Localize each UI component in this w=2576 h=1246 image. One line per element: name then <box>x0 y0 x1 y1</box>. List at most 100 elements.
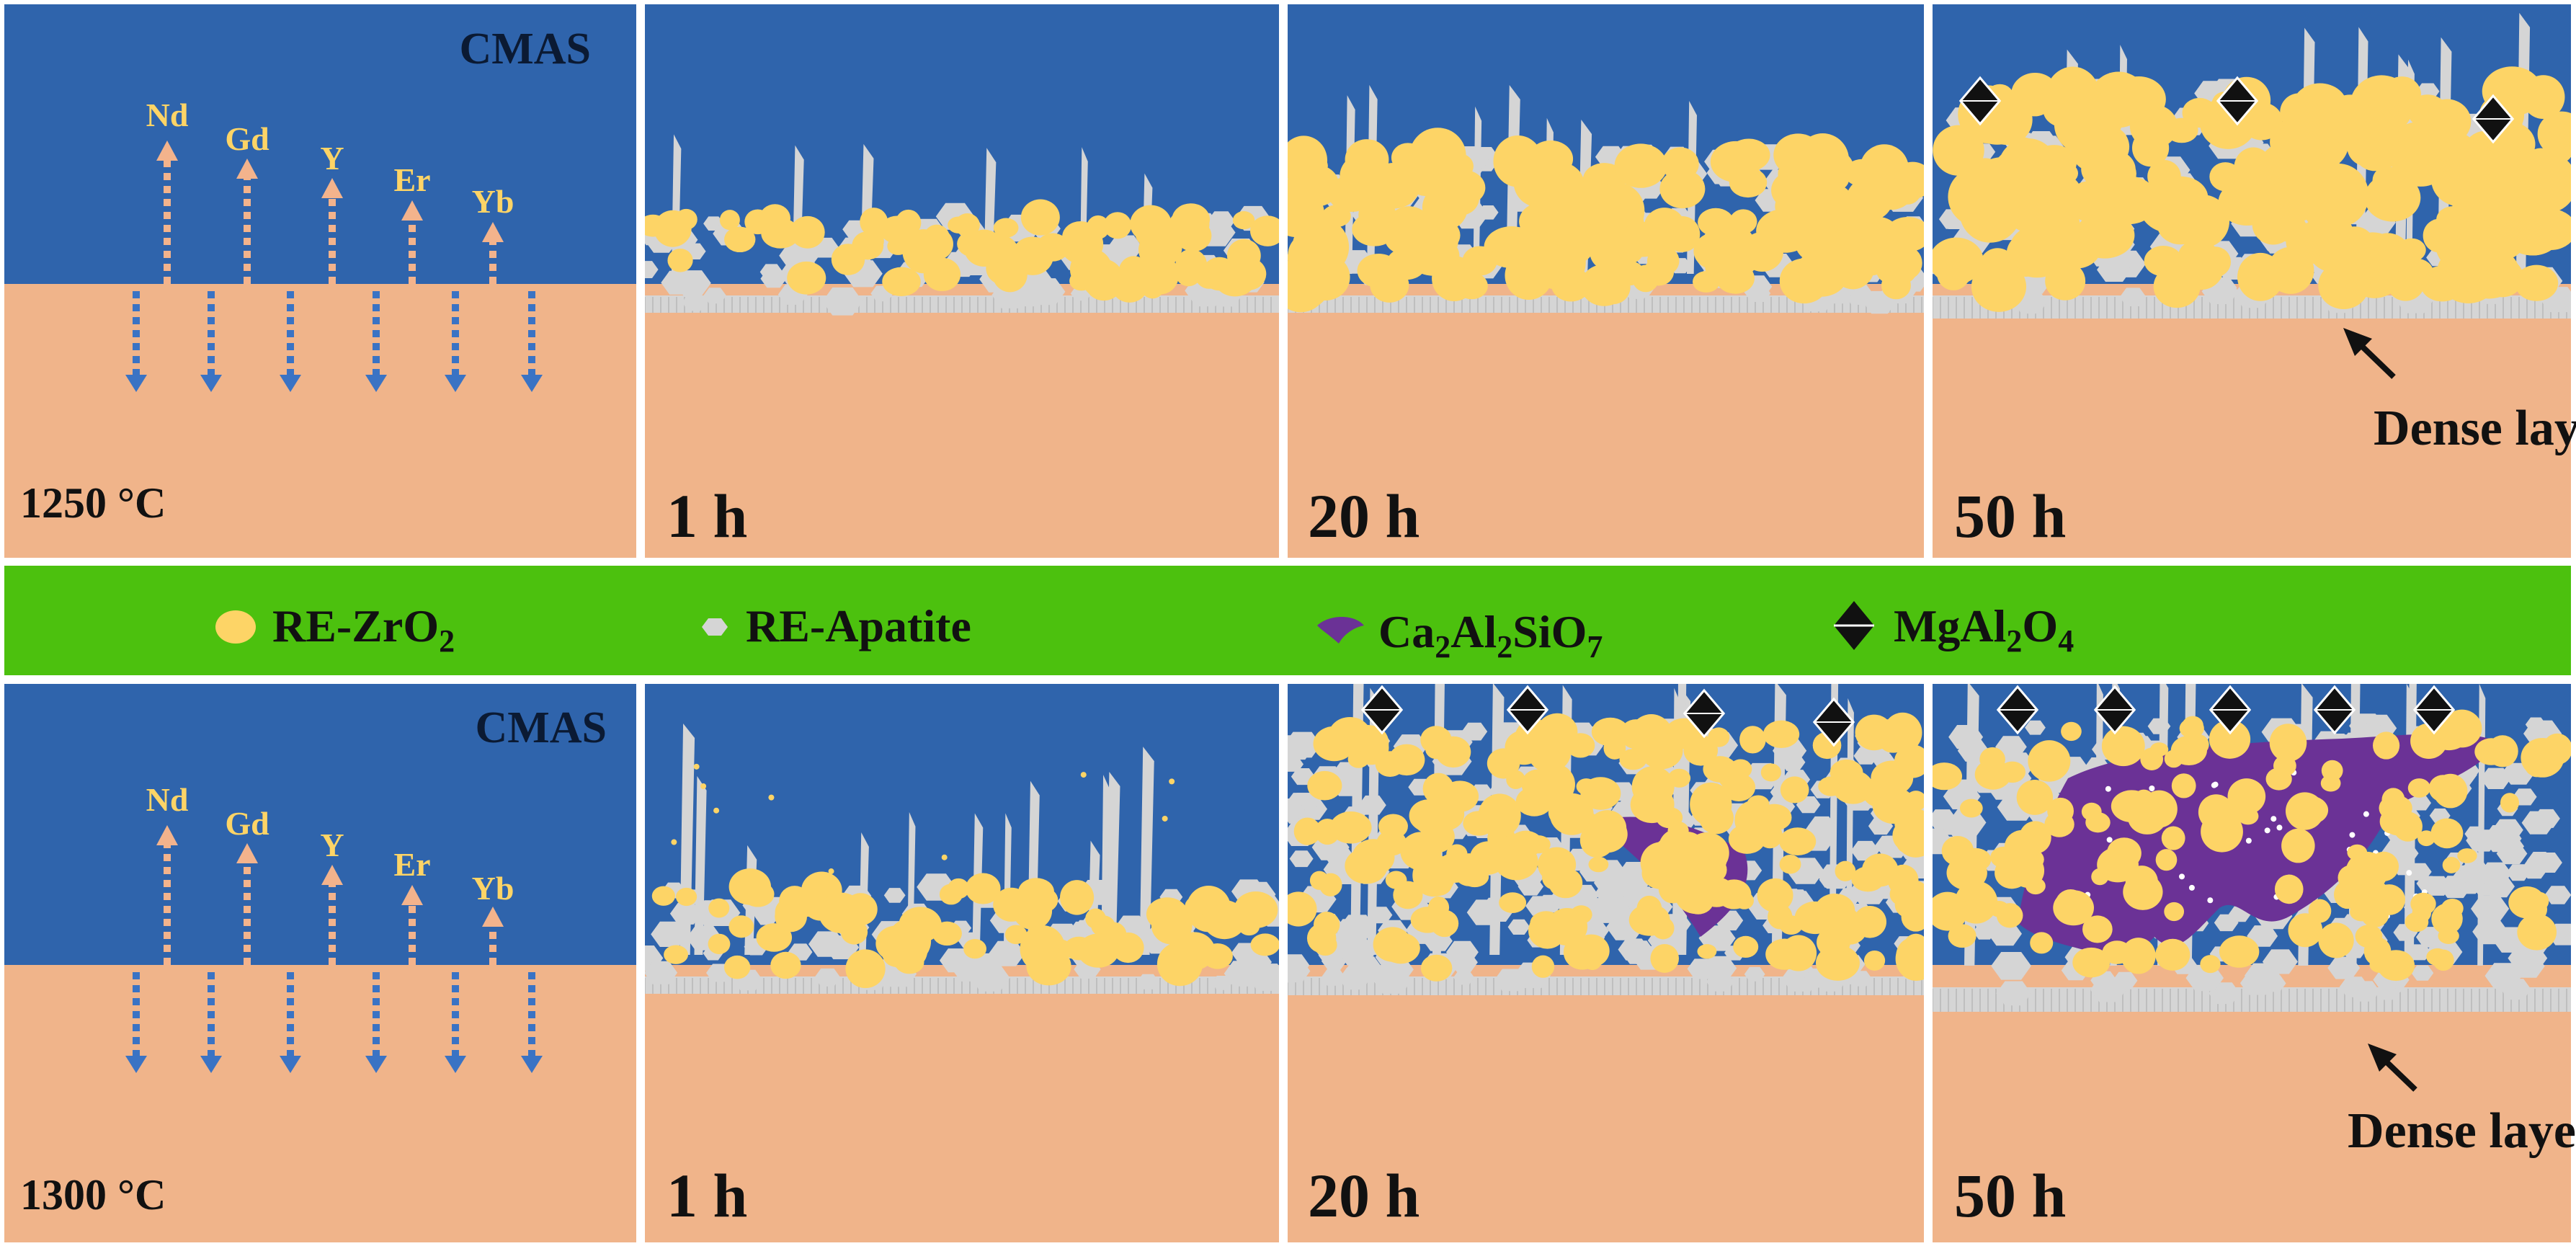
zro2-grain <box>728 915 754 938</box>
inward-arrowhead <box>445 375 466 392</box>
zro2-grain <box>2121 938 2156 974</box>
melt-pore <box>2149 785 2155 791</box>
zro2-grain <box>676 887 698 907</box>
zro2-grain <box>1895 936 1924 982</box>
zro2-grain <box>2318 922 2354 958</box>
apatite-grain <box>2511 954 2545 978</box>
zro2-grain <box>787 261 826 295</box>
apatite-grain <box>2097 257 2131 282</box>
zro2-grain <box>2373 731 2400 760</box>
zro2-grain <box>2385 816 2409 836</box>
zro2-grain <box>2061 721 2082 742</box>
zro2-grain <box>1202 943 1233 969</box>
legend-label-spinel: MgAl2O4 <box>1894 600 2074 659</box>
panel-1250-20h: 20 h <box>1288 4 1924 558</box>
element-label: Er <box>393 161 430 198</box>
zro2-grain <box>2410 892 2436 915</box>
zro2-grain <box>1424 797 1465 832</box>
apatite-grain <box>1808 816 1836 836</box>
purple-blob-icon <box>1317 617 1364 644</box>
zro2-grain <box>2500 793 2520 813</box>
apatite-grain <box>1288 959 1311 983</box>
temperature-label: 1250 °C <box>20 479 166 527</box>
zro2-grain <box>2407 778 2431 798</box>
zro2-grain <box>1847 235 1897 275</box>
zro2-grain <box>1576 778 1597 795</box>
zro2-grain <box>2129 798 2165 833</box>
legend-label-zro2: RE-ZrO2 <box>272 600 455 659</box>
zro2-grain <box>2369 956 2391 973</box>
zro2-grain <box>1313 912 1340 938</box>
dense-layer-label: Dense layer <box>2374 401 2576 456</box>
zro2-grain <box>2265 767 2292 791</box>
outward-arrowhead <box>482 222 504 242</box>
zro2-grain <box>1026 947 1071 986</box>
zro2-grain <box>2405 912 2429 933</box>
zro2-grain <box>2431 153 2494 208</box>
inward-arrowhead <box>521 375 543 392</box>
zro2-grain <box>1999 761 2026 783</box>
zro2-grain <box>1948 166 2010 227</box>
zro2-grain <box>1643 258 1675 286</box>
microstructure <box>1933 12 2571 319</box>
apatite-grain <box>1987 922 2022 946</box>
zro2-grain <box>2164 902 2185 922</box>
apatite-grain <box>669 902 702 925</box>
zro2-grain <box>708 898 730 918</box>
zro2-grain <box>1588 810 1627 846</box>
zro2-grain <box>2227 778 2266 815</box>
zro2-particle <box>700 783 707 789</box>
apatite-grain <box>1525 896 1554 916</box>
zro2-grain <box>1762 720 1800 749</box>
zro2-grain <box>1375 751 1405 778</box>
zro2-particle <box>671 839 677 845</box>
zro2-grain <box>2030 932 2054 954</box>
apatite-grain <box>1991 952 2031 980</box>
zro2-grain <box>2269 724 2307 762</box>
zro2-grain <box>963 938 986 959</box>
zro2-grain <box>2033 232 2067 267</box>
apatite-grain <box>1853 747 1878 765</box>
zro2-grain <box>1667 821 1689 840</box>
zro2-grain <box>2281 828 2315 863</box>
zro2-grain <box>2218 179 2276 226</box>
zro2-grain <box>1960 847 1992 872</box>
yellow-ellipse-icon <box>215 610 256 644</box>
zro2-grain <box>2155 938 2191 971</box>
zro2-grain <box>1319 873 1342 896</box>
cmas-region <box>4 684 636 965</box>
zro2-grain <box>2457 848 2477 863</box>
apatite-grain <box>2479 862 2512 885</box>
apatite-grain <box>1507 919 1530 935</box>
time-label: 50 h <box>1954 481 2066 551</box>
zro2-grain <box>1698 208 1734 237</box>
zro2-grain <box>2171 773 2196 798</box>
zro2-grain <box>1062 221 1099 253</box>
time-label: 1 h <box>667 481 747 551</box>
apatite-grain <box>2411 965 2434 981</box>
zro2-grain <box>1294 172 1329 201</box>
panel-1300-50h: 50 h Dense layer <box>1933 684 2576 1242</box>
zro2-grain <box>1959 798 1983 818</box>
apatite-grain <box>1288 798 1305 822</box>
zro2-grain <box>2544 142 2571 164</box>
zro2-grain <box>2521 738 2564 778</box>
apatite-grain <box>2339 976 2369 997</box>
zro2-grain <box>1652 836 1696 876</box>
zro2-grain <box>939 884 963 905</box>
apatite-grain <box>1211 976 1233 990</box>
legend: RE-ZrO2 RE-Apatite Ca2Al2SiO7 MgAl2O4 <box>4 566 2571 675</box>
zro2-grain <box>920 228 953 260</box>
apatite-grain <box>760 270 787 288</box>
inward-arrowhead <box>365 1056 387 1073</box>
zro2-grain <box>790 215 825 249</box>
apatite-grain <box>754 908 779 925</box>
zro2-grain <box>1515 786 1553 816</box>
zro2-grain <box>1328 716 1371 754</box>
zro2-grain <box>1077 933 1119 968</box>
dense-layer-arrowhead <box>2343 328 2372 356</box>
zro2-grain <box>2525 898 2548 921</box>
apatite-grain <box>2544 886 2571 904</box>
apatite-grain <box>645 261 659 278</box>
zro2-grain <box>1779 855 1801 874</box>
